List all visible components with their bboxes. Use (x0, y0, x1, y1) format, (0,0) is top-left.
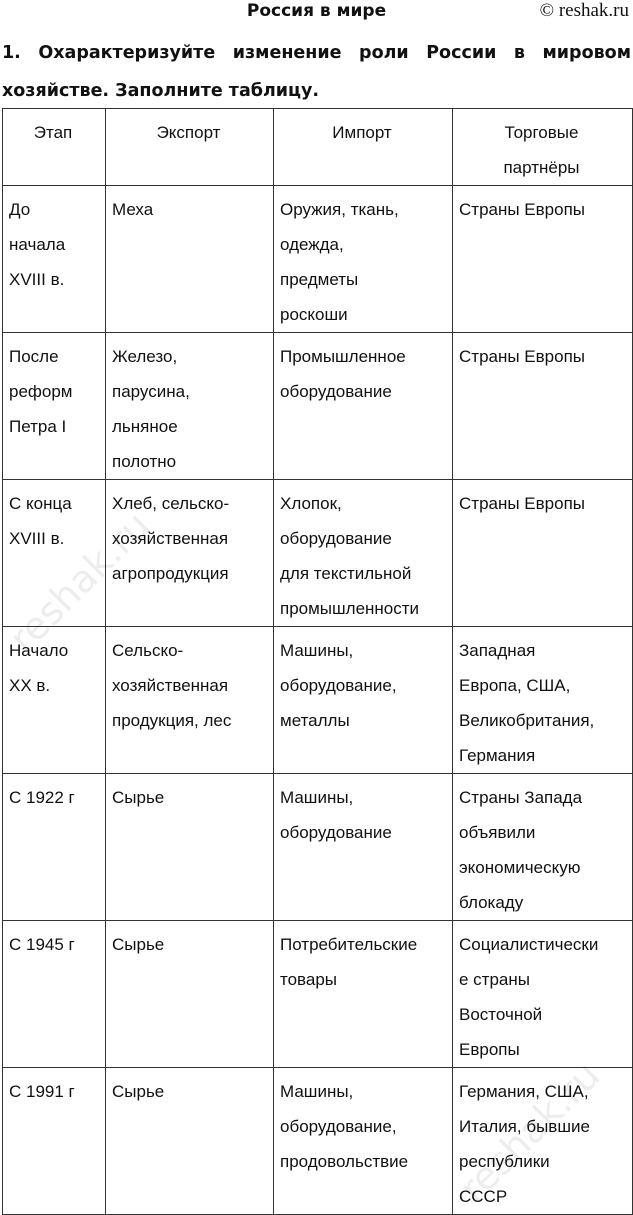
table-row: Начало XX в. Сельско- хозяйственная проду… (2, 626, 633, 774)
table-cell: Машины, оборудование, продовольствие (273, 1067, 453, 1215)
table-cell: Западная Европа, США, Великобритания, Ге… (452, 626, 633, 774)
table-row: С 1922 г Сырье Машины, оборудование Страны … (2, 773, 633, 921)
table-row: До начала XVIII в. Меха Оружия, ткань, оде… (2, 185, 633, 333)
table-row: С 1991 г Сырье Машины, оборудование, продо… (2, 1067, 633, 1215)
table-cell: Машины, оборудование, металлы (273, 626, 453, 774)
table-cell: Сырье (105, 1067, 274, 1215)
table-cell: Страны Европы (452, 479, 633, 627)
copyright: © reshak.ru (539, 0, 629, 21)
table-cell: Социалистически е страны Восточной Европ… (452, 920, 633, 1068)
table-row: После реформ Петра I Железо, парусина, ль… (2, 332, 633, 480)
table-cell: Сырье (105, 773, 274, 921)
table-cell: Сельско- хозяйственная продукция, лес (105, 626, 274, 774)
table-cell: Машины, оборудование (273, 773, 453, 921)
table-cell: Оружия, ткань, одежда, предметы роскоши (273, 185, 453, 333)
table-cell: Германия, США, Италия, бывшие республики… (452, 1067, 633, 1215)
table-cell: Сырье (105, 920, 274, 1068)
table-cell: Промышленное оборудование (273, 332, 453, 480)
table-cell: Хлеб, сельско- хозяйственная агропродукц… (105, 479, 274, 627)
table-cell: После реформ Петра I (2, 332, 106, 480)
table-header-row: Этап Экспорт Импорт Торговые партнёры (2, 108, 633, 186)
trade-table: Этап Экспорт Импорт Торговые партнёры До… (2, 108, 633, 1215)
table-cell: Начало XX в. (2, 626, 106, 774)
table-row: С 1945 г Сырье Потребительские товары Социа… (2, 920, 633, 1068)
table-cell: Страны Европы (452, 185, 633, 333)
column-header: Импорт (273, 108, 453, 186)
column-header: Экспорт (105, 108, 274, 186)
column-header: Этап (2, 108, 106, 186)
table-cell: Страны Европы (452, 332, 633, 480)
table-cell: Хлопок, оборудование для текстильной про… (273, 479, 453, 627)
question-text: 1. Охарактеризуйте изменение роли России… (2, 43, 631, 101)
page-title: Россия в мире (246, 1, 387, 21)
table-cell: Потребительские товары (273, 920, 453, 1068)
column-header: Торговые партнёры (452, 108, 633, 186)
table-cell: До начала XVIII в. (2, 185, 106, 333)
table-cell: Меха (105, 185, 274, 333)
table-cell: Страны Запада объявили экономическую бло… (452, 773, 633, 921)
table-cell: С 1922 г (2, 773, 106, 921)
table-cell: С 1945 г (2, 920, 106, 1068)
table-cell: С конца XVIII в. (2, 479, 106, 627)
table-cell: Железо, парусина, льняное полотно (105, 332, 274, 480)
table-row: С конца XVIII в. Хлеб, сельско- хозяйстве… (2, 479, 633, 627)
table-cell: С 1991 г (2, 1067, 106, 1215)
